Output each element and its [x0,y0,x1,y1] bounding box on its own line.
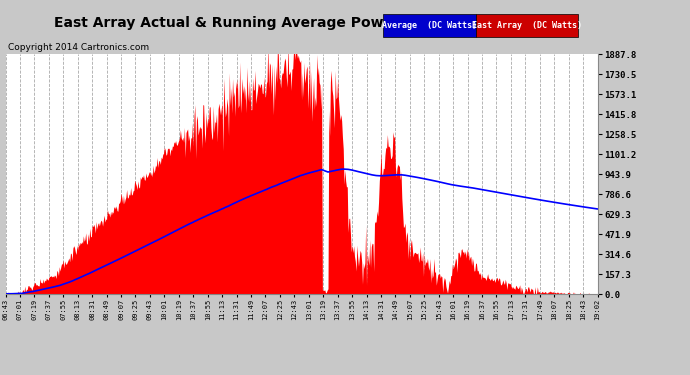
Text: East Array  (DC Watts): East Array (DC Watts) [472,21,582,30]
Text: Copyright 2014 Cartronics.com: Copyright 2014 Cartronics.com [8,43,150,52]
Text: East Array Actual & Running Average Power Wed Mar 26 19:02: East Array Actual & Running Average Powe… [54,16,546,30]
Text: Average  (DC Watts): Average (DC Watts) [382,21,477,30]
